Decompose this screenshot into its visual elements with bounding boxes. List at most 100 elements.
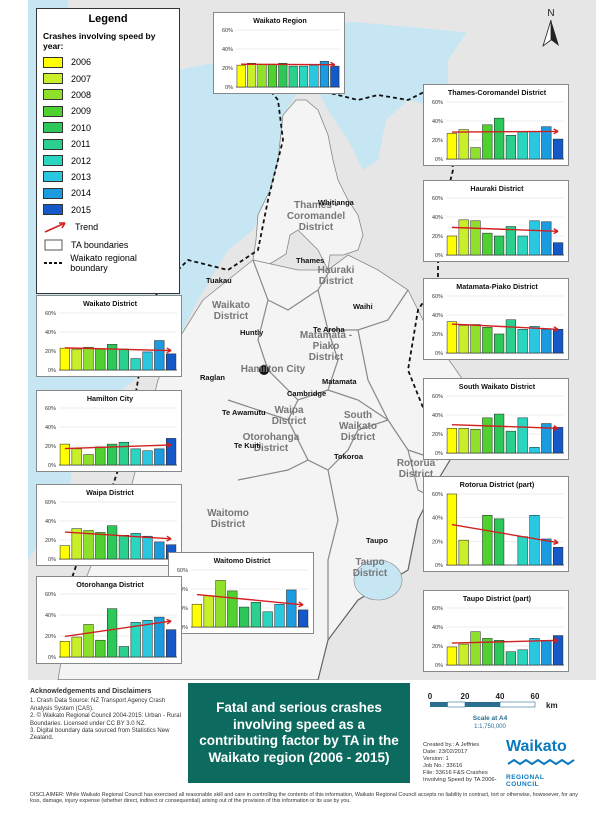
created-line: Date: 23/02/2017 (423, 749, 468, 755)
scale-tick: 60 (531, 692, 540, 701)
ta-boundary-swatch-icon (44, 239, 63, 251)
trend-arrowhead (330, 61, 336, 68)
bar (446, 428, 457, 454)
bar (541, 329, 552, 354)
bar (166, 629, 177, 658)
trend-line (64, 620, 172, 638)
bar (71, 636, 82, 658)
legend-year-row: 2011 (43, 136, 173, 152)
chart-2: Hauraki District 60% 40% 20% 0% (423, 180, 569, 262)
chart-title: Matamata-Piako District (456, 282, 538, 291)
legend: Legend Crashes involving speed by year: … (36, 8, 180, 294)
bar (505, 135, 516, 160)
y-tick-label: 60% (222, 28, 233, 34)
town-label: Huntly (240, 328, 264, 337)
town-label: Tuakau (206, 276, 232, 285)
ta-label: South Waikato District (339, 410, 377, 443)
y-tick-label: 40% (432, 119, 443, 125)
y-tick-label: 40% (177, 587, 188, 593)
y-tick-label: 20% (432, 234, 443, 240)
bar (494, 117, 505, 160)
bar (517, 235, 528, 256)
town-label: Tokoroa (334, 452, 364, 461)
bar (517, 417, 528, 454)
chart-title: Hauraki District (470, 184, 524, 193)
town-label: Whitianga (318, 198, 354, 207)
trend-arrowhead (553, 128, 559, 135)
created-line: Version: 1 (423, 756, 449, 762)
trend-arrowhead (166, 535, 172, 542)
bar (541, 423, 552, 454)
bar (482, 327, 493, 354)
bar (309, 64, 319, 88)
bar (267, 63, 277, 88)
y-tick-label: 0% (435, 157, 443, 163)
y-tick-label: 20% (432, 539, 443, 545)
chart-6: South Waikato District 60% 40% 20% 0% (423, 378, 569, 460)
bar (446, 133, 457, 160)
bar (470, 631, 481, 666)
bar (505, 226, 516, 256)
y-tick-label: 20% (432, 332, 443, 338)
y-tick-label: 0% (435, 351, 443, 357)
bar (118, 441, 129, 466)
legend-year-label: 2012 (71, 155, 92, 166)
chart-3: Matamata-Piako District 60% 40% 20% 0% (423, 278, 569, 360)
bar (236, 64, 246, 88)
bar (107, 344, 118, 371)
y-tick-label: 0% (435, 253, 443, 259)
y-tick-label: 60% (432, 100, 443, 106)
bar (517, 649, 528, 666)
acknowledgements: Acknowledgements and Disclaimers 1. Cras… (30, 688, 188, 743)
bar (95, 639, 106, 658)
town-label: Te Awamutu (222, 408, 266, 417)
trend-line (451, 424, 559, 429)
year-swatch (43, 89, 63, 101)
chart-svg: Waikato District 60% 40% 20% 0% (45, 299, 177, 374)
year-swatch (43, 138, 63, 150)
bar (505, 319, 516, 354)
y-tick-label: 60% (45, 406, 56, 412)
bar (154, 541, 165, 560)
legend-year-row: 2014 (43, 185, 173, 201)
trend-line (451, 226, 559, 233)
bar (288, 65, 298, 88)
trend-line (451, 523, 559, 544)
bar (299, 65, 309, 88)
legend-year-row: 2015 (43, 202, 173, 218)
bar (227, 590, 238, 628)
bar (142, 535, 153, 560)
y-tick-label: 40% (45, 613, 56, 619)
chart-11: Taupo District (part) 60% 40% 20% 0% (423, 590, 569, 672)
bar (482, 417, 493, 454)
bar (470, 220, 481, 256)
bar (446, 235, 457, 256)
y-tick-label: 20% (432, 644, 443, 650)
ta-label: Waikato District (212, 300, 250, 322)
bar (458, 428, 469, 454)
bar (505, 651, 516, 666)
bar (494, 413, 505, 454)
legend-year-label: 2015 (71, 204, 92, 215)
legend-year-label: 2009 (71, 106, 92, 117)
legend-year-label: 2013 (71, 171, 92, 182)
y-tick-label: 20% (45, 349, 56, 355)
bar (470, 429, 481, 454)
chart-svg: Waitomo District 60% 40% 20% 0% (177, 556, 309, 631)
town-label: Te Kuiti (234, 441, 261, 450)
chart-svg: Rotorua District (part) 60% 40% 20% 0% (432, 480, 564, 569)
bar (470, 324, 481, 354)
trend-line (64, 347, 172, 352)
chart-svg: Hamilton City 60% 40% 20% 0% (45, 394, 177, 469)
ta-label: Thames -Coromandel District (286, 200, 346, 233)
bar (505, 430, 516, 454)
bar (553, 329, 564, 354)
created-line: Created by.: A Jeffries (423, 742, 480, 748)
scale-bar: 0 20 40 60 km Scale at A4 1:1,750,000 (428, 692, 558, 730)
bar (541, 538, 552, 566)
town-label: Te Aroha (313, 325, 345, 334)
bar (458, 129, 469, 160)
bar (274, 603, 285, 628)
bar (446, 321, 457, 354)
bar (191, 603, 202, 628)
